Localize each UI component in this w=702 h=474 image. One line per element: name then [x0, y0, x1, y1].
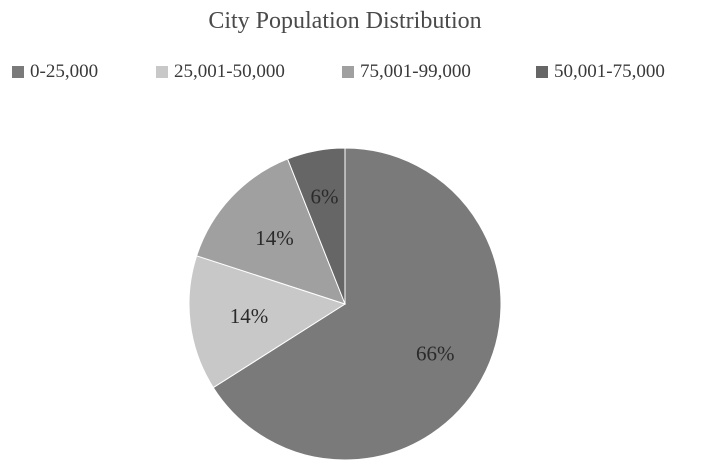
pie-slice-3: [196, 158, 346, 305]
legend-swatch-1: [12, 66, 24, 78]
pie-slice-2: [188, 255, 347, 389]
pie-data-label-3: 14%: [255, 226, 294, 250]
legend-label-3: 75,001-99,000: [360, 61, 471, 82]
legend-swatch-3: [342, 66, 354, 78]
legend-label-4: 50,001-75,000: [554, 61, 665, 82]
pie-data-label-4: 6%: [311, 185, 339, 209]
legend: 0-25,000 25,001-50,000 75,001-99,000 50,001…: [12, 61, 665, 82]
legend-label-1: 0-25,000: [30, 61, 98, 82]
chart-title: City Population Distribution: [208, 8, 481, 34]
legend-label-2: 25,001-50,000: [174, 61, 285, 82]
legend-swatch-4: [536, 66, 548, 78]
pie-slices: [188, 147, 502, 461]
pie-slice-4: [286, 147, 346, 305]
pie-slice-1: [212, 147, 502, 461]
legend-swatch-2: [156, 66, 168, 78]
pie-data-label-1: 66%: [416, 342, 455, 366]
pie-data-labels: 66% 14% 14% 6%: [230, 185, 455, 366]
pie-data-label-2: 14%: [230, 304, 269, 328]
